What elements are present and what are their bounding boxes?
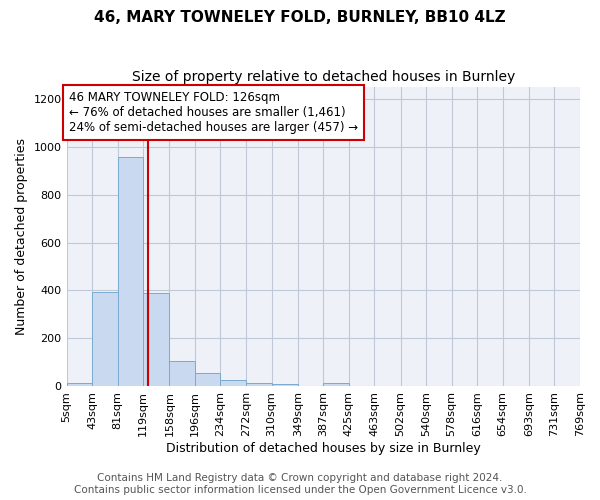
- Y-axis label: Number of detached properties: Number of detached properties: [15, 138, 28, 335]
- Text: 46 MARY TOWNELEY FOLD: 126sqm
← 76% of detached houses are smaller (1,461)
24% o: 46 MARY TOWNELEY FOLD: 126sqm ← 76% of d…: [68, 92, 358, 134]
- Bar: [67, 383, 92, 386]
- Bar: [195, 374, 220, 386]
- Text: Contains HM Land Registry data © Crown copyright and database right 2024.
Contai: Contains HM Land Registry data © Crown c…: [74, 474, 526, 495]
- Bar: [323, 383, 349, 386]
- Bar: [92, 292, 118, 386]
- Bar: [118, 158, 143, 386]
- Bar: [169, 362, 195, 386]
- X-axis label: Distribution of detached houses by size in Burnley: Distribution of detached houses by size …: [166, 442, 481, 455]
- Bar: [272, 384, 298, 386]
- Bar: [246, 383, 272, 386]
- Bar: [143, 293, 169, 386]
- Text: 46, MARY TOWNELEY FOLD, BURNLEY, BB10 4LZ: 46, MARY TOWNELEY FOLD, BURNLEY, BB10 4L…: [94, 10, 506, 25]
- Bar: [220, 380, 246, 386]
- Title: Size of property relative to detached houses in Burnley: Size of property relative to detached ho…: [131, 70, 515, 84]
